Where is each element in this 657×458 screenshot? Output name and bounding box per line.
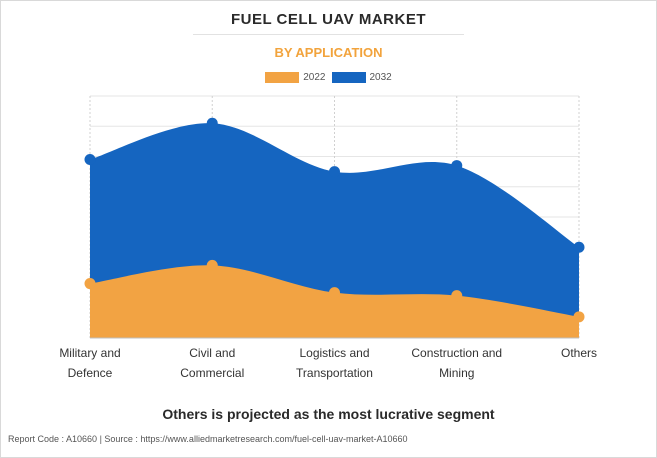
- point-2032-2: [329, 166, 340, 178]
- chart-subtitle: BY APPLICATION: [274, 45, 383, 60]
- legend-label-2022: 2022: [303, 72, 326, 83]
- legend: 2022 2032: [0, 72, 657, 83]
- point-2022-1: [206, 259, 218, 271]
- legend-label-2032: 2032: [369, 72, 392, 83]
- source-note: Report Code : A10660 | Source : https://…: [8, 434, 408, 444]
- point-2022-4: [573, 311, 585, 323]
- point-2032-1: [206, 117, 218, 129]
- legend-swatch-2032: [331, 72, 366, 83]
- point-2032-3: [451, 160, 463, 172]
- point-2022-3: [451, 290, 463, 302]
- x-tick-label-3: Construction and Mining: [411, 346, 502, 380]
- legend-item-2032[interactable]: 2032: [331, 72, 392, 83]
- point-2032-4: [573, 241, 585, 253]
- area-series-2022: [90, 265, 579, 338]
- legend-item-2022[interactable]: 2022: [265, 72, 326, 83]
- chart-headline: Others is projected as the most lucrativ…: [162, 406, 495, 422]
- point-2022-0: [84, 278, 96, 290]
- title-divider: [193, 34, 464, 35]
- point-2032-0: [84, 154, 96, 166]
- legend-swatch-2022: [265, 72, 300, 83]
- chart-title: FUEL CELL UAV MARKET: [230, 11, 426, 28]
- x-tick-label-4: Others: [561, 346, 597, 360]
- point-2022-2: [329, 287, 340, 299]
- x-tick-label-1: Civil and Commercial: [180, 346, 244, 380]
- x-tick-label-0: Military and Defence: [59, 346, 120, 380]
- x-tick-label-2: Logistics and Transportation: [296, 346, 373, 380]
